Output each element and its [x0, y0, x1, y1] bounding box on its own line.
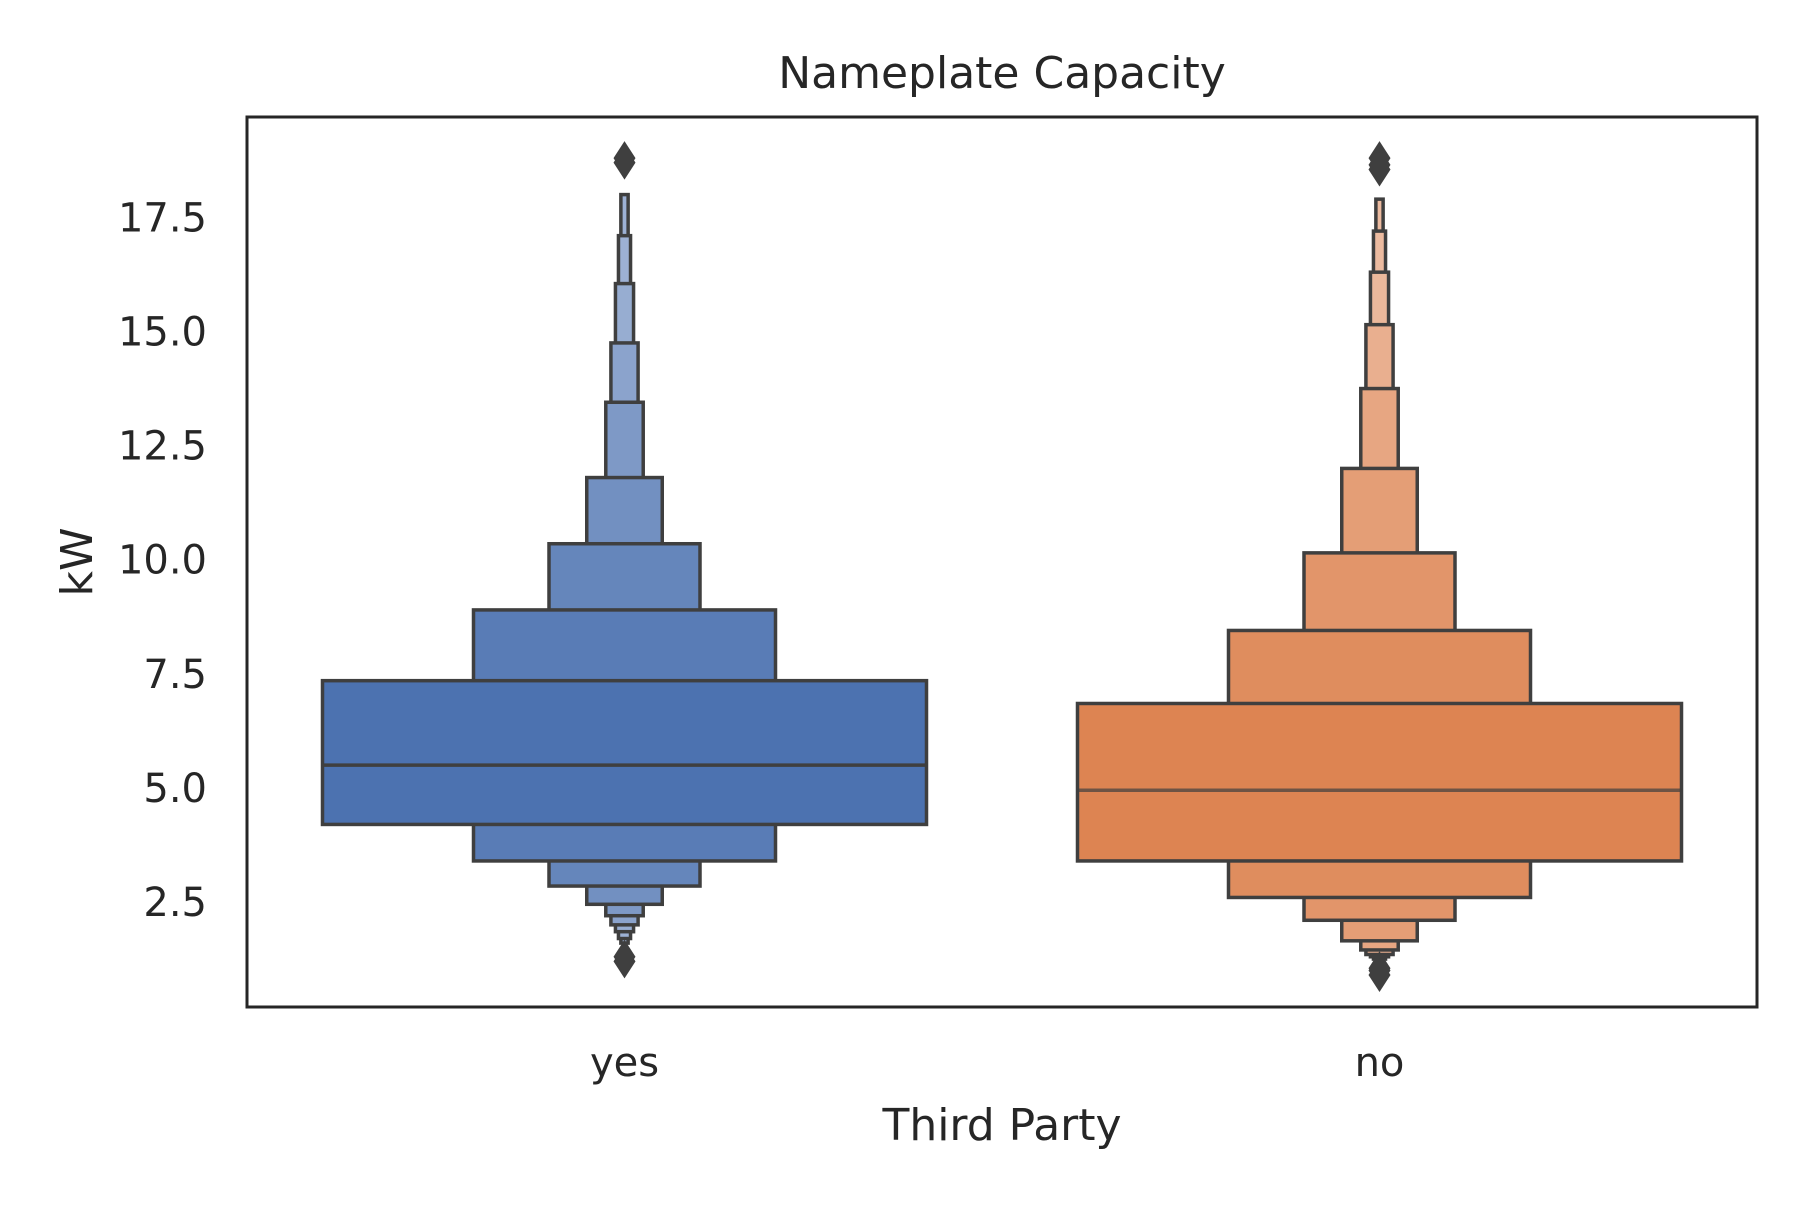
x-tick-label: no — [1355, 1040, 1405, 1086]
y-tick-label: 2.5 — [143, 880, 207, 926]
y-tick-label: 5.0 — [143, 766, 207, 812]
y-tick-label: 7.5 — [143, 652, 207, 698]
x-tick-label: yes — [590, 1040, 659, 1086]
y-tick-label: 12.5 — [118, 424, 207, 470]
outlier-point-no — [1368, 958, 1391, 993]
plot-frame — [245, 115, 1759, 1009]
outlier-point-yes — [613, 145, 636, 180]
x-axis-label: Third Party — [881, 1100, 1121, 1151]
box-level-no-0 — [1075, 701, 1684, 863]
chart-title: Nameplate Capacity — [778, 48, 1226, 99]
y-axis-label: kW — [52, 528, 103, 597]
y-tick-label: 17.5 — [118, 195, 207, 241]
outlier-point-no — [1368, 152, 1391, 187]
box-level-yes-0 — [320, 678, 929, 827]
y-tick-label: 15.0 — [118, 310, 207, 356]
y-tick-label: 10.0 — [118, 538, 207, 584]
outlier-point-yes — [613, 944, 636, 979]
